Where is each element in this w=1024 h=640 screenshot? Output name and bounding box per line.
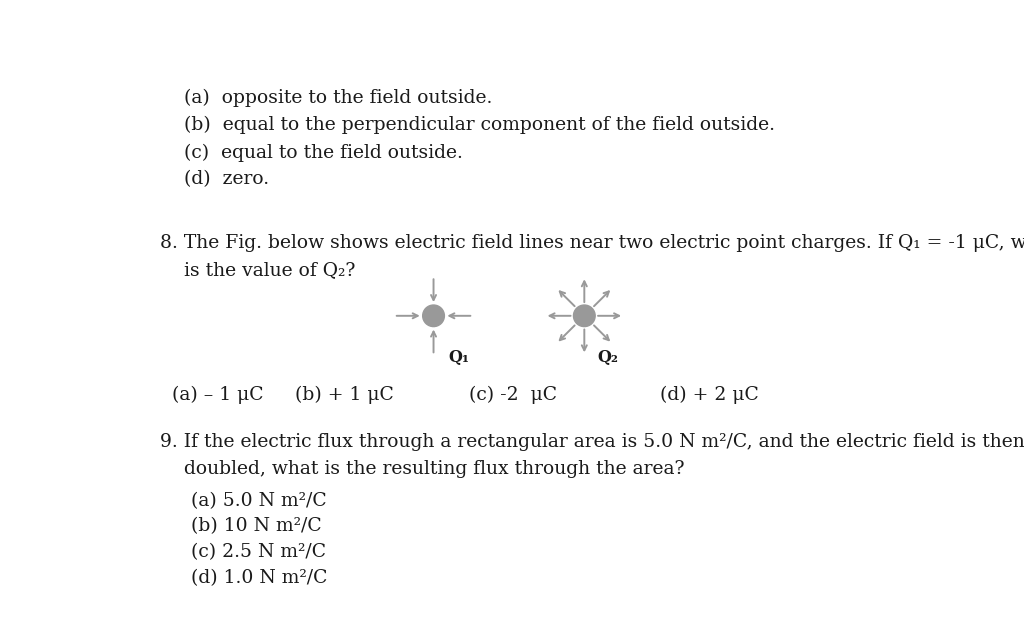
Text: (c) -2  μC: (c) -2 μC <box>469 386 557 404</box>
Text: doubled, what is the resulting flux through the area?: doubled, what is the resulting flux thro… <box>160 460 684 477</box>
Text: (b) + 1 μC: (b) + 1 μC <box>295 386 393 404</box>
Text: (c) 2.5 N m²/C: (c) 2.5 N m²/C <box>191 543 327 561</box>
Text: (a) – 1 μC: (a) – 1 μC <box>172 386 263 404</box>
Text: is the value of Q₂?: is the value of Q₂? <box>160 262 355 280</box>
Text: Q₂: Q₂ <box>598 349 618 366</box>
Text: Q₁: Q₁ <box>449 349 469 366</box>
Text: 8. The Fig. below shows electric field lines near two electric point charges. If: 8. The Fig. below shows electric field l… <box>160 234 1024 253</box>
Text: 9. If the electric flux through a rectangular area is 5.0 N m²/C, and the electr: 9. If the electric flux through a rectan… <box>160 433 1024 451</box>
Text: (b) 10 N m²/C: (b) 10 N m²/C <box>191 517 323 536</box>
Text: (b)  equal to the perpendicular component of the field outside.: (b) equal to the perpendicular component… <box>183 116 774 134</box>
Ellipse shape <box>573 305 595 326</box>
Text: (c)  equal to the field outside.: (c) equal to the field outside. <box>183 143 463 161</box>
Text: (d) 1.0 N m²/C: (d) 1.0 N m²/C <box>191 569 328 587</box>
Text: (a)  opposite to the field outside.: (a) opposite to the field outside. <box>183 89 492 108</box>
Text: (a) 5.0 N m²/C: (a) 5.0 N m²/C <box>191 492 328 509</box>
Text: (d) + 2 μC: (d) + 2 μC <box>659 386 759 404</box>
Text: (d)  zero.: (d) zero. <box>183 170 268 188</box>
Ellipse shape <box>423 305 444 326</box>
